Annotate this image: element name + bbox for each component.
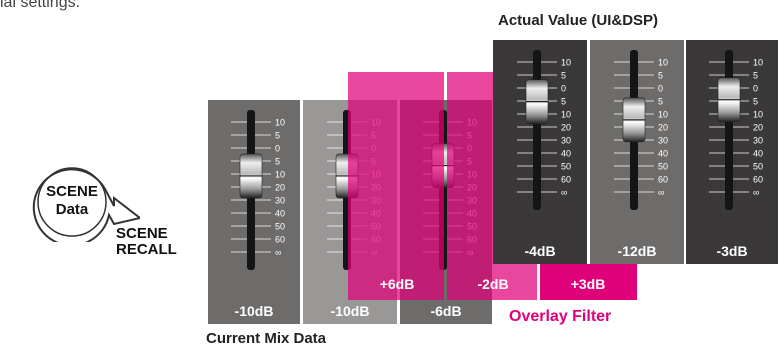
actual-value-caption: Actual Value (UI&DSP) <box>498 12 659 29</box>
overlay-value-3: +3dB <box>570 276 606 292</box>
scale-tick-label: 0 <box>753 84 758 94</box>
scale-tick-label: 5 <box>561 97 566 107</box>
fader-value-label: -12dB <box>617 243 657 259</box>
overlay-value-2: -2dB <box>477 276 509 292</box>
scale-tick-label: 10 <box>561 110 571 120</box>
overlay-filter-block-1 <box>348 72 444 300</box>
scale-tick-label: 50 <box>753 162 763 172</box>
actual-fader-2: 10 5 0 5 10 20 30 40 50 60 ∞ -12dB <box>590 40 684 264</box>
scale-tick-label: 5 <box>753 97 758 107</box>
scale-tick-label: 10 <box>658 110 668 120</box>
partial-top-text: ial settings. <box>0 0 81 11</box>
scale-tick-label: 20 <box>561 123 571 133</box>
fader-value-label: -10dB <box>234 303 274 319</box>
scale-tick-label: 60 <box>753 175 763 185</box>
fader-value-label: -3dB <box>716 243 748 259</box>
scale-tick-label: ∞ <box>753 188 759 198</box>
scale-tick-label: 5 <box>753 71 758 81</box>
scale-tick-label: 5 <box>561 71 566 81</box>
scale-tick-label: 60 <box>658 175 668 185</box>
actual-fader-3: 10 5 0 5 10 20 30 40 50 60 ∞ -3dB <box>686 40 778 264</box>
scale-tick-label: ∞ <box>561 188 567 198</box>
scale-tick-label: 30 <box>658 136 668 146</box>
scale-tick-label: 5 <box>275 157 280 167</box>
fader-slot <box>533 50 541 210</box>
scale-tick-label: 40 <box>658 149 668 159</box>
overlay-filter-label: Overlay Filter <box>509 308 612 325</box>
scale-tick-label: 60 <box>561 175 571 185</box>
fader-value-label: -6dB <box>430 303 462 319</box>
scene-recall-label: SCENE RECALL <box>116 225 177 258</box>
overlay-filter-block-3 <box>540 264 637 300</box>
scale-tick-label: 5 <box>275 131 280 141</box>
scale-tick-label: 50 <box>275 222 285 232</box>
actual-fader-1: 10 5 0 5 10 20 30 40 50 60 ∞ -4dB <box>493 40 587 264</box>
scale-tick-label: 0 <box>275 144 280 154</box>
fader-value-label: -4dB <box>524 243 556 259</box>
scale-tick-label: 40 <box>275 209 285 219</box>
scale-tick-label: 10 <box>753 58 763 68</box>
scale-tick-label: 20 <box>658 123 668 133</box>
scale-tick-label: 30 <box>561 136 571 146</box>
scale-tick-label: 10 <box>561 58 571 68</box>
scale-tick-label: 30 <box>275 196 285 206</box>
scale-tick-label: ∞ <box>658 188 664 198</box>
scale-tick-label: 50 <box>561 162 571 172</box>
scale-tick-label: 40 <box>561 149 571 159</box>
scale-tick-label: 0 <box>561 84 566 94</box>
scale-tick-label: 5 <box>658 97 663 107</box>
scale-tick-label: 20 <box>753 123 763 133</box>
scale-tick-label: 10 <box>753 110 763 120</box>
scale-tick-label: 0 <box>658 84 663 94</box>
scene-data-label: SCENE Data <box>46 183 98 218</box>
scale-tick-label: 40 <box>753 149 763 159</box>
scale-tick-label: 10 <box>275 118 285 128</box>
scene-data-bubble <box>32 167 140 242</box>
overlay-value-1: +6dB <box>379 276 415 292</box>
scale-tick-label: 10 <box>658 58 668 68</box>
scale-tick-label: ∞ <box>275 248 281 258</box>
fader-slot <box>725 50 733 210</box>
scale-tick-label: 10 <box>275 170 285 180</box>
fader-value-label: -10dB <box>330 303 370 319</box>
current-mix-caption: Current Mix Data <box>206 330 327 347</box>
scale-tick-label: 60 <box>275 235 285 245</box>
scale-tick-label: 50 <box>658 162 668 172</box>
scale-tick-label: 20 <box>275 183 285 193</box>
scale-tick-label: 5 <box>658 71 663 81</box>
scale-tick-label: 30 <box>753 136 763 146</box>
current-mix-fader-1: 10 5 0 5 10 20 30 40 50 60 ∞ -10dB <box>208 100 300 324</box>
